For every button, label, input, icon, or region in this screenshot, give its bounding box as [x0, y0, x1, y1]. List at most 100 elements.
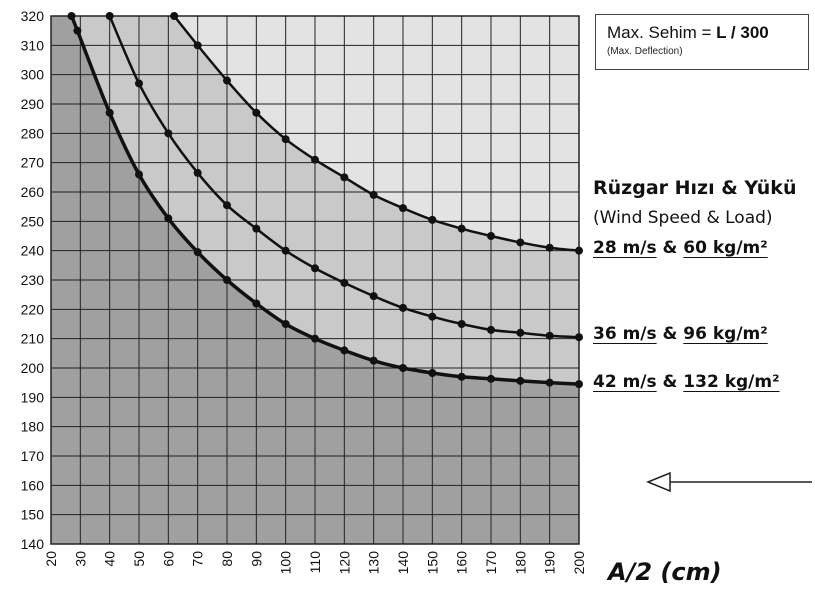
data-point [170, 12, 179, 20]
data-point [311, 334, 319, 343]
data-point [223, 276, 231, 284]
data-point [516, 238, 525, 247]
x-tick-label: 20 [43, 551, 59, 567]
series-load: 96 kg/m² [683, 324, 768, 344]
data-point [73, 26, 82, 35]
x-tick-label: 110 [307, 551, 323, 574]
deflection-legend-box: Max. Sehim = L / 300 (Max. Deflection) [595, 14, 809, 70]
data-point [545, 378, 554, 387]
data-point [311, 264, 319, 273]
data-point [164, 129, 173, 138]
x-tick-label: 90 [248, 551, 264, 567]
x-tick-label: 70 [190, 551, 206, 567]
data-point [369, 356, 378, 365]
data-point [340, 278, 349, 287]
plot-frame [50, 15, 580, 545]
data-point [487, 232, 495, 240]
series-amp: & [662, 238, 678, 258]
data-point [281, 135, 290, 144]
x-tick-label: 50 [131, 551, 147, 567]
data-point [252, 299, 261, 308]
y-tick-label: 320 [21, 8, 45, 24]
data-point [575, 380, 583, 389]
data-point [487, 374, 495, 383]
left-arrow-icon [646, 471, 812, 493]
x-tick-label: 30 [72, 551, 88, 567]
data-point [193, 168, 202, 177]
data-point [575, 333, 583, 342]
data-point [428, 312, 437, 321]
data-point [487, 325, 495, 334]
data-point [457, 224, 466, 233]
data-point [369, 292, 378, 301]
data-point [516, 328, 525, 337]
data-point [428, 215, 437, 224]
y-tick-label: 190 [21, 389, 45, 405]
deflection-legend-prefix: Max. Sehim = [607, 23, 717, 42]
x-tick-label: 170 [483, 551, 499, 575]
data-point [193, 248, 202, 257]
data-point [105, 12, 114, 20]
deflection-legend-title: Max. Sehim = L / 300 [607, 23, 808, 43]
x-tick-label: 100 [278, 551, 294, 575]
data-point [340, 173, 349, 182]
data-point [575, 246, 583, 255]
data-point [223, 201, 231, 210]
data-point [223, 76, 231, 85]
series-amp: & [662, 324, 678, 344]
x-tick-label: 180 [512, 551, 528, 575]
data-point [399, 204, 407, 213]
data-point [135, 79, 143, 88]
y-tick-label: 150 [21, 507, 45, 523]
y-tick-label: 220 [21, 301, 45, 317]
series-label-42: 42 m/s & 132 kg/m² [593, 372, 780, 392]
y-tick-label: 250 [21, 213, 45, 229]
series-amp: & [662, 372, 678, 392]
deflection-legend-formula: L / 300 [716, 23, 769, 42]
data-point [252, 224, 261, 233]
series-points [67, 12, 583, 389]
data-point [164, 214, 173, 223]
x-tick-label: 140 [395, 551, 411, 575]
data-point [457, 372, 466, 381]
series-speed: 36 m/s [593, 324, 657, 344]
series-speed: 42 m/s [593, 372, 657, 392]
x-tick-labels: 20 30 40 50 60 70 80 90 100 110 120 130 140 150 160 170… [43, 551, 587, 575]
y-tick-label: 230 [21, 272, 45, 288]
y-tick-labels: 140 150 160 170 180 190 200 210 220 230 240 250 260 2… [21, 8, 45, 552]
y-tick-label: 240 [21, 243, 45, 259]
y-tick-label: 180 [21, 419, 45, 435]
data-point [428, 368, 437, 377]
x-tick-label: 120 [336, 551, 352, 575]
x-tick-label: 150 [424, 551, 440, 575]
data-point [252, 108, 261, 117]
y-tick-label: 280 [21, 125, 45, 141]
data-point [105, 108, 114, 117]
series-speed: 28 m/s [593, 238, 657, 258]
y-tick-label: 300 [21, 67, 45, 83]
y-tick-label: 260 [21, 184, 45, 200]
y-tick-label: 270 [21, 155, 45, 171]
data-point [340, 346, 349, 355]
series-load: 60 kg/m² [683, 238, 768, 258]
series-label-28: 28 m/s & 60 kg/m² [593, 238, 768, 258]
x-tick-label: 160 [454, 551, 470, 575]
y-tick-label: 200 [21, 360, 45, 376]
data-point [457, 320, 466, 328]
x-tick-label: 80 [219, 551, 235, 567]
data-point [399, 303, 407, 312]
data-point [281, 320, 290, 328]
y-tick-label: 310 [21, 37, 45, 53]
x-tick-label: 60 [160, 551, 176, 567]
x-tick-label: 130 [366, 551, 382, 575]
data-point [281, 246, 290, 255]
data-point [545, 331, 554, 340]
y-tick-label: 160 [21, 477, 45, 493]
data-point [516, 376, 525, 385]
series-label-36: 36 m/s & 96 kg/m² [593, 324, 768, 344]
y-tick-label: 290 [21, 96, 45, 112]
y-tick-label: 140 [21, 536, 45, 552]
data-point [399, 364, 407, 372]
x-tick-label: 190 [542, 551, 558, 575]
